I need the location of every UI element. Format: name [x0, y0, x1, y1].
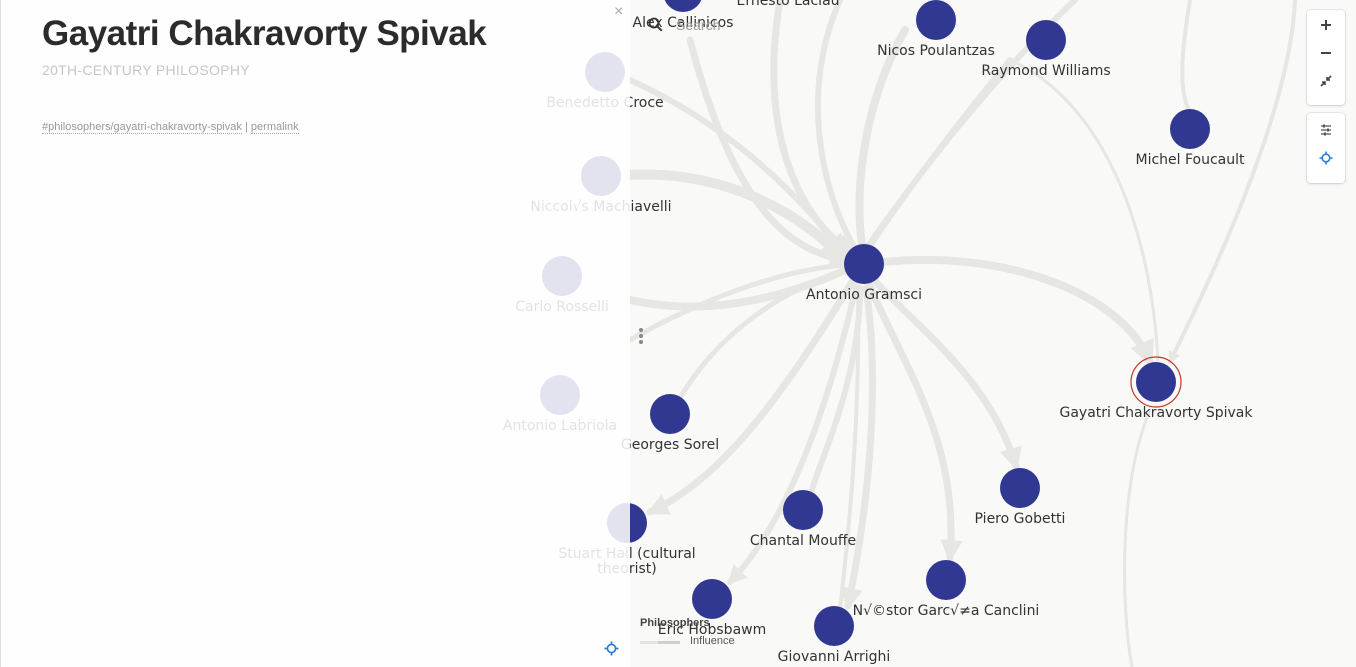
- edge: [645, 278, 856, 516]
- edge: [872, 278, 1022, 471]
- node-label: Michel Foucault: [1135, 152, 1245, 168]
- node-circle[interactable]: [844, 244, 884, 284]
- edge: [727, 283, 859, 585]
- page-title: Gayatri Chakravorty Spivak: [42, 14, 487, 53]
- node-label: Georges Sorel: [621, 437, 719, 453]
- compress-icon: [1319, 74, 1333, 93]
- node-circle[interactable]: [814, 606, 854, 646]
- search-icon: [648, 17, 663, 37]
- zoom-in-button[interactable]: [1307, 13, 1345, 41]
- settings-toolbar: [1307, 113, 1345, 183]
- zoom-out-button[interactable]: [1307, 41, 1345, 69]
- link-separator: |: [245, 121, 248, 133]
- edge: [625, 169, 851, 267]
- graph-node[interactable]: Ernesto Laclau: [736, 0, 839, 9]
- node-label: Nicos Poulantzas: [877, 43, 995, 59]
- edge: [677, 269, 849, 401]
- graph-node[interactable]: N√©stor Garc√≠a Canclini: [853, 560, 1040, 619]
- graph-node[interactable]: Gayatri Chakravorty Spivak: [1059, 356, 1253, 421]
- edge: [840, 284, 876, 611]
- category-subtitle: 20TH-CENTURY PHILOSOPHY: [42, 62, 250, 78]
- node-label: Ernesto Laclau: [736, 0, 839, 9]
- sliders-icon: [1319, 123, 1333, 142]
- panel-resize-handle[interactable]: [637, 328, 645, 346]
- node-circle[interactable]: [692, 579, 732, 619]
- node-label: Piero Gobetti: [975, 511, 1066, 527]
- node-label: Giovanni Arrighi: [778, 649, 891, 665]
- edge: [880, 255, 1154, 367]
- settings-button[interactable]: [1307, 118, 1345, 146]
- edge: [866, 282, 963, 563]
- edge: [1168, 0, 1297, 365]
- locate-button[interactable]: [1307, 146, 1345, 174]
- search-input[interactable]: [674, 14, 818, 36]
- node-label: Chantal Mouffe: [750, 533, 856, 549]
- node-circle[interactable]: [663, 0, 703, 12]
- legend-edge-swatch: [640, 641, 680, 644]
- legend-edge-label: Influence: [690, 635, 735, 647]
- edge: [838, 286, 861, 612]
- close-icon[interactable]: ×: [614, 3, 624, 20]
- selected-node-ring: [1130, 356, 1182, 408]
- graph-node[interactable]: Chantal Mouffe: [750, 490, 856, 549]
- edge: [627, 262, 848, 343]
- node-circle[interactable]: [1170, 109, 1210, 149]
- legend: Philosophers Influence: [640, 617, 735, 649]
- link-row: #philosophers/gayatri-chakravorty-spivak…: [42, 121, 299, 134]
- hash-link[interactable]: #philosophers/gayatri-chakravorty-spivak: [42, 121, 242, 134]
- graph-node[interactable]: Georges Sorel: [621, 394, 719, 453]
- fit-view-button[interactable]: [1307, 69, 1345, 97]
- edge: [855, 26, 909, 248]
- recenter-icon[interactable]: [604, 641, 619, 661]
- legend-title: Philosophers: [640, 617, 710, 629]
- node-circle[interactable]: [1136, 362, 1176, 402]
- crosshair-icon: [1319, 151, 1333, 170]
- node-circle[interactable]: [1026, 20, 1066, 60]
- graph-node[interactable]: Nicos Poulantzas: [877, 0, 995, 59]
- minus-icon: [1319, 46, 1333, 65]
- plus-icon: [1319, 18, 1333, 37]
- info-panel: Gayatri Chakravorty Spivak 20TH-CENTURY …: [0, 0, 643, 667]
- node-circle[interactable]: [926, 560, 966, 600]
- node-label: Eric Hobsbawm: [658, 622, 766, 638]
- edge: [1123, 408, 1152, 667]
- node-label: Gayatri Chakravorty Spivak: [1059, 405, 1253, 421]
- node-circle[interactable]: [650, 394, 690, 434]
- graph-node[interactable]: Eric Hobsbawm: [658, 579, 766, 638]
- edge: [815, 0, 859, 253]
- graph-node[interactable]: Antonio Gramsci: [806, 244, 922, 303]
- graph-node[interactable]: Giovanni Arrighi: [778, 606, 891, 665]
- node-label: Raymond Williams: [981, 63, 1110, 79]
- node-label: N√©stor Garc√≠a Canclini: [853, 603, 1040, 619]
- node-label: Antonio Gramsci: [806, 287, 922, 303]
- edge-layer: [625, 0, 1297, 667]
- legend-edge-row: Influence: [640, 635, 735, 649]
- graph-node[interactable]: Michel Foucault: [1135, 109, 1245, 168]
- edge: [1180, 0, 1192, 110]
- node-circle[interactable]: [1000, 468, 1040, 508]
- permalink-link[interactable]: permalink: [250, 121, 299, 134]
- node-circle[interactable]: [783, 490, 823, 530]
- node-circle[interactable]: [916, 0, 956, 40]
- edge: [1008, 58, 1160, 362]
- graph-node[interactable]: Piero Gobetti: [975, 468, 1066, 527]
- graph-node[interactable]: Raymond Williams: [981, 20, 1111, 79]
- zoom-toolbar: [1307, 10, 1345, 105]
